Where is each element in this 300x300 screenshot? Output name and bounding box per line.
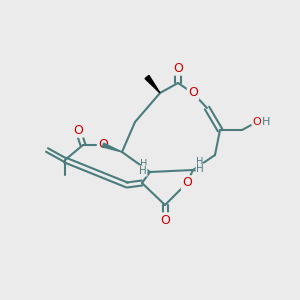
Text: O: O: [173, 61, 183, 74]
Text: O: O: [188, 86, 198, 100]
Polygon shape: [102, 143, 122, 152]
Text: H: H: [196, 157, 203, 167]
Text: H: H: [140, 159, 147, 169]
Polygon shape: [145, 75, 160, 93]
Text: O: O: [160, 214, 170, 226]
Text: O: O: [182, 176, 192, 190]
Text: O: O: [98, 139, 108, 152]
Text: H: H: [139, 166, 147, 176]
Text: H: H: [196, 164, 204, 174]
Text: H: H: [262, 117, 270, 127]
Text: O: O: [253, 117, 261, 127]
Text: O: O: [73, 124, 83, 136]
